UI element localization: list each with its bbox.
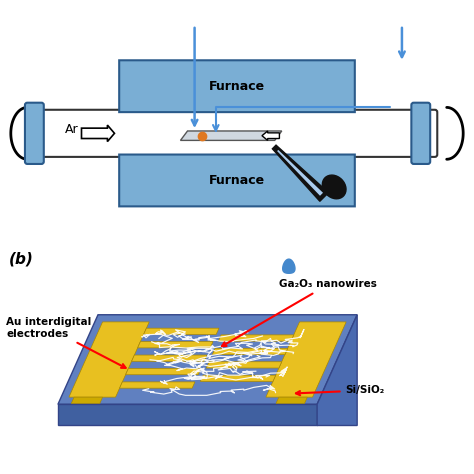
FancyBboxPatch shape — [36, 110, 438, 157]
Polygon shape — [276, 397, 307, 403]
Polygon shape — [277, 150, 323, 196]
Polygon shape — [126, 368, 201, 375]
Polygon shape — [144, 328, 219, 335]
Polygon shape — [119, 382, 195, 388]
Polygon shape — [201, 375, 276, 382]
Polygon shape — [71, 397, 102, 403]
Polygon shape — [273, 145, 328, 201]
Ellipse shape — [322, 175, 346, 199]
FancyBboxPatch shape — [411, 103, 430, 164]
Polygon shape — [137, 342, 213, 348]
Polygon shape — [69, 322, 149, 397]
Polygon shape — [317, 315, 357, 426]
Text: Ar: Ar — [65, 123, 79, 136]
Polygon shape — [132, 355, 207, 361]
FancyBboxPatch shape — [25, 103, 44, 164]
FancyBboxPatch shape — [119, 155, 355, 206]
FancyArrow shape — [82, 125, 115, 142]
FancyArrow shape — [262, 131, 279, 140]
Polygon shape — [266, 322, 346, 397]
Polygon shape — [219, 335, 294, 341]
Polygon shape — [206, 362, 282, 368]
Text: Furnace: Furnace — [209, 80, 265, 93]
Polygon shape — [181, 131, 282, 140]
Polygon shape — [283, 259, 295, 273]
Text: Ga₂O₃ nanowires: Ga₂O₃ nanowires — [222, 279, 377, 346]
Polygon shape — [212, 348, 288, 355]
Polygon shape — [58, 315, 357, 404]
Text: Furnace: Furnace — [209, 174, 265, 187]
FancyBboxPatch shape — [119, 60, 355, 112]
Text: (b): (b) — [9, 251, 33, 266]
Text: Si/SiO₂: Si/SiO₂ — [296, 385, 384, 395]
Text: Au interdigital
electrodes: Au interdigital electrodes — [6, 317, 126, 368]
Polygon shape — [58, 404, 317, 426]
